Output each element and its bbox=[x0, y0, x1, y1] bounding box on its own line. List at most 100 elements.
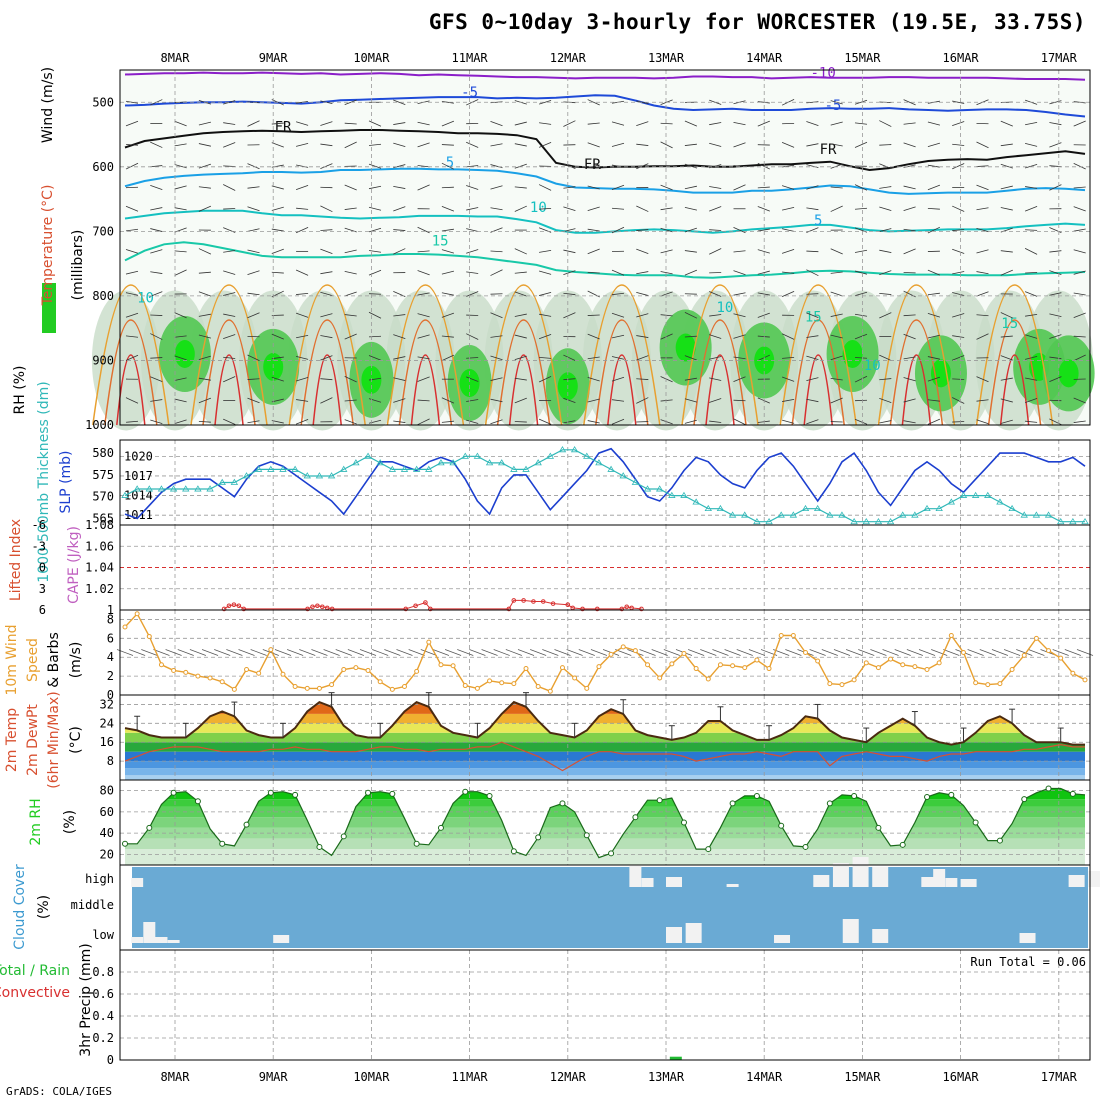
wind-barb bbox=[854, 418, 868, 425]
wind-barb bbox=[1049, 376, 1062, 383]
slp-marker bbox=[315, 472, 324, 479]
wind-barb bbox=[1073, 354, 1086, 362]
slp-marker bbox=[583, 452, 591, 459]
wind-barb bbox=[952, 421, 965, 423]
slp-marker bbox=[145, 485, 154, 492]
cloud-bar-high bbox=[629, 866, 642, 887]
wind-barb bbox=[757, 206, 770, 212]
cape-marker bbox=[521, 598, 526, 603]
rh-marker bbox=[632, 814, 639, 821]
wind-barb bbox=[854, 249, 868, 253]
wind-barb bbox=[1025, 355, 1038, 360]
wind-barb bbox=[466, 333, 479, 340]
date-label-bottom: 9MAR bbox=[259, 1070, 289, 1084]
wind-barb bbox=[976, 291, 989, 297]
wind-speed-marker bbox=[183, 669, 189, 675]
wind-barb bbox=[198, 186, 211, 189]
surface-wind-barb bbox=[444, 649, 462, 656]
surface-isotherm bbox=[104, 319, 158, 426]
wind-barb bbox=[1025, 313, 1038, 317]
wind-barb bbox=[198, 205, 212, 212]
cape-axis-label: CAPE (J/kg) bbox=[66, 526, 82, 604]
wind-speed-line bbox=[124, 612, 1086, 693]
wind-barb bbox=[587, 420, 600, 424]
surface-wind-barb bbox=[287, 649, 304, 656]
surface-wind-barb bbox=[663, 649, 680, 656]
wind-barb bbox=[781, 248, 795, 254]
wind-barb bbox=[539, 207, 552, 210]
surface-isotherm bbox=[999, 354, 1030, 426]
slp-marker bbox=[595, 459, 603, 466]
cloud-bar-low bbox=[167, 940, 180, 943]
wind-barb bbox=[976, 184, 989, 191]
precip-tick-label: 0 bbox=[107, 1053, 114, 1067]
wind-speed-marker bbox=[863, 660, 869, 666]
wind-barb bbox=[587, 206, 600, 211]
wind-barb bbox=[1000, 207, 1013, 211]
slp-marker bbox=[728, 511, 737, 518]
wind-barb bbox=[927, 399, 940, 402]
rh-band bbox=[125, 849, 1085, 865]
wind-barb bbox=[927, 334, 940, 339]
wind-barb bbox=[733, 376, 746, 382]
slp-marker bbox=[437, 459, 445, 466]
wind-barb bbox=[563, 292, 576, 296]
wind-barb bbox=[587, 333, 600, 340]
wind-barb bbox=[952, 100, 965, 104]
rh-marker bbox=[559, 800, 566, 807]
wind-barb bbox=[320, 313, 333, 318]
wind-barb bbox=[320, 355, 333, 361]
contour-label: 15 bbox=[432, 234, 449, 250]
wind-barb bbox=[150, 249, 163, 254]
slp-marker bbox=[364, 452, 372, 459]
wind-speed-marker bbox=[292, 684, 298, 689]
wind-barb bbox=[223, 250, 236, 253]
wind-barb bbox=[368, 250, 382, 253]
slp-marker bbox=[498, 459, 506, 466]
contour-label: 5 bbox=[446, 155, 454, 171]
wind-speed-marker bbox=[134, 611, 140, 617]
cloud-bar-high bbox=[945, 878, 958, 887]
wind-barb bbox=[636, 248, 649, 254]
slp-marker bbox=[485, 459, 494, 466]
wind-barb bbox=[174, 120, 187, 127]
wind-barb bbox=[806, 269, 819, 277]
cape-marker bbox=[550, 601, 556, 606]
wind-barb bbox=[223, 376, 236, 383]
slp-marker bbox=[1069, 517, 1077, 525]
rh-band bbox=[125, 799, 1085, 807]
date-label-bottom: 10MAR bbox=[353, 1070, 390, 1084]
wind-axis-label-2: Speed bbox=[25, 638, 41, 682]
wind-barb bbox=[903, 142, 916, 148]
wind-barb bbox=[976, 249, 989, 254]
wind-barb bbox=[271, 228, 284, 232]
wind-barb bbox=[1073, 120, 1086, 127]
wind-speed-marker bbox=[171, 667, 177, 673]
wind-barb bbox=[417, 270, 430, 276]
wind-barb bbox=[344, 270, 357, 275]
wind-barb bbox=[830, 313, 843, 317]
slp-marker bbox=[303, 472, 311, 479]
wind-barb bbox=[320, 271, 333, 275]
slp-marker bbox=[923, 504, 931, 512]
wind-barb bbox=[660, 165, 673, 167]
wind-barb bbox=[879, 270, 892, 276]
cape-marker bbox=[320, 604, 325, 610]
wind-barb bbox=[490, 143, 503, 147]
wind-barb bbox=[538, 184, 552, 191]
wind-barb bbox=[344, 419, 357, 425]
wind-barb bbox=[952, 335, 965, 338]
cloud-axis-label: Cloud Cover bbox=[12, 864, 28, 950]
wind-barb bbox=[441, 335, 454, 338]
cloud-bar-high bbox=[813, 875, 830, 887]
wind-speed-marker bbox=[389, 686, 395, 692]
slp-marker bbox=[1008, 504, 1016, 512]
wind-barb bbox=[514, 291, 527, 297]
wind-barb bbox=[125, 292, 139, 296]
thickness-axis-label: 1000-500mb Thickness (dm) bbox=[36, 381, 52, 582]
wind-speed-marker bbox=[414, 668, 420, 674]
rh-marker bbox=[705, 846, 712, 853]
wind-barb bbox=[563, 397, 576, 404]
wind-barb bbox=[611, 142, 625, 147]
wind-speed-marker bbox=[754, 657, 760, 663]
